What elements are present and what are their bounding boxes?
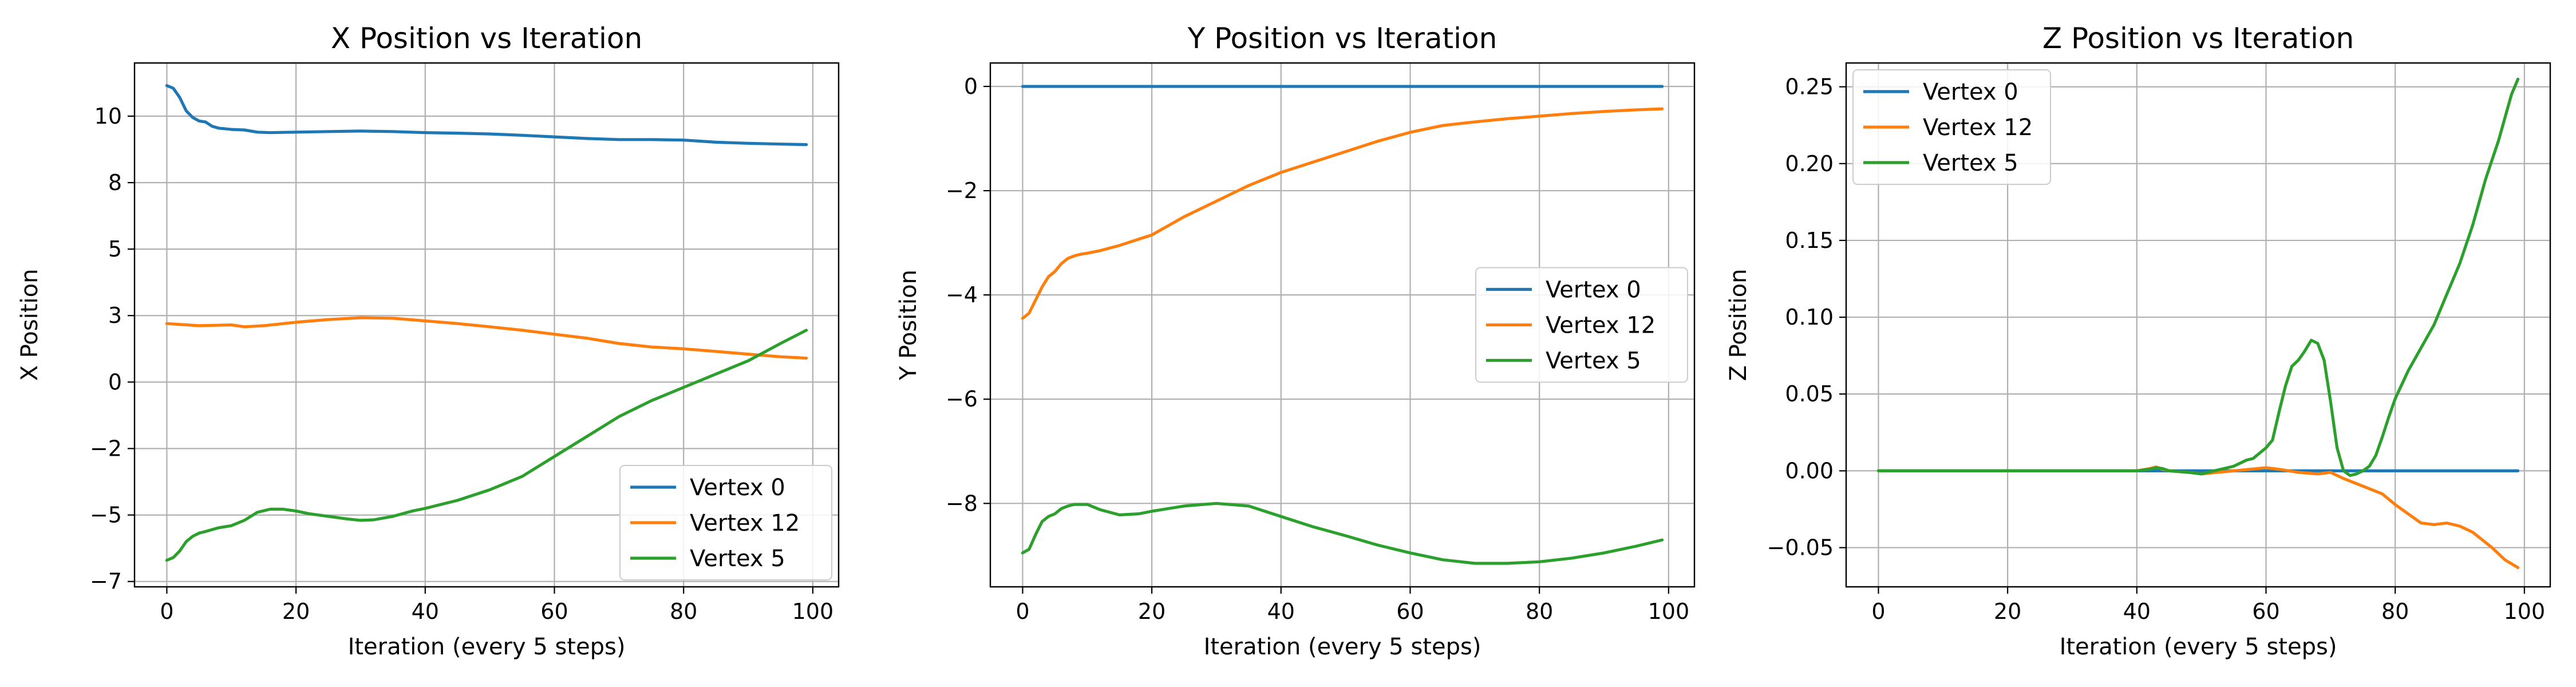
y-tick-label: 0 — [108, 369, 122, 394]
y-tick-label: 0.00 — [1785, 458, 1834, 483]
legend: Vertex 0 Vertex 12 Vertex 5 — [1475, 267, 1688, 383]
y-tick-label: −7 — [90, 569, 122, 594]
y-tick-label: −8 — [946, 491, 978, 516]
x-tick-label: 20 — [1138, 599, 1165, 624]
x-tick-label: 100 — [1648, 599, 1690, 624]
axes-frame — [133, 62, 840, 588]
x-axis-label: Iteration (every 5 steps) — [2060, 634, 2337, 660]
legend-box — [1852, 69, 2051, 185]
y-axis-label: X Position — [17, 269, 43, 381]
y-tick-label: 3 — [108, 303, 122, 328]
y-axis-label: Z Position — [1725, 269, 1752, 381]
x-tick-label: 60 — [2252, 599, 2279, 624]
y-tick-label: 0.05 — [1785, 381, 1834, 406]
subplot-1: 0 20 40 60 80 100 −8 −6 −4 −2 0 Y Position vs Itera… — [895, 22, 1696, 660]
x-tick-label: 40 — [2123, 599, 2151, 624]
y-tick-label: 10 — [94, 104, 122, 129]
y-tick-label: −2 — [946, 178, 978, 203]
legend-label: Vertex 12 — [690, 510, 800, 536]
y-tick-label: −0.05 — [1767, 535, 1834, 560]
y-tick-label: 5 — [108, 236, 122, 262]
x-tick-label: 20 — [282, 599, 310, 624]
x-tick-label: 60 — [540, 599, 568, 624]
legend-box — [619, 465, 832, 581]
series-line-vertex-0 — [165, 84, 808, 147]
axes-frame — [1845, 62, 2551, 588]
y-tick-label: 0.10 — [1785, 305, 1834, 330]
chart-title: Z Position vs Iteration — [2042, 22, 2354, 55]
x-tick-label: 20 — [1994, 599, 2021, 624]
subplot-0: 0 20 40 60 80 100 −7 −5 −2 0 3 5 8 10 X Position vs It… — [17, 22, 840, 660]
legend-label: Vertex 12 — [1923, 114, 2033, 141]
series-line-vertex-12 — [1021, 107, 1664, 320]
y-tick-label: 0.20 — [1785, 151, 1834, 176]
series-line-vertex-5 — [1021, 502, 1664, 565]
series-line-vertex-5 — [1876, 77, 2520, 477]
legend: Vertex 0 Vertex 12 Vertex 5 — [619, 465, 832, 581]
x-tick-label: 80 — [2381, 599, 2409, 624]
x-tick-label: 100 — [792, 599, 834, 624]
x-tick-label: 80 — [1526, 599, 1553, 624]
y-axis-label: Y Position — [895, 270, 922, 381]
x-tick-label: 40 — [1267, 599, 1295, 624]
y-tick-label: −5 — [90, 503, 122, 528]
x-tick-label: 0 — [1016, 599, 1029, 624]
x-tick-label: 100 — [2504, 599, 2546, 624]
x-tick-label: 80 — [670, 599, 697, 624]
legend-label: Vertex 12 — [1546, 313, 1656, 339]
y-tick-label: 0.25 — [1785, 74, 1834, 100]
legend: Vertex 0 Vertex 12 Vertex 5 — [1852, 69, 2051, 185]
series-line-vertex-12 — [165, 316, 808, 360]
y-tick-label: 8 — [108, 170, 122, 195]
legend-label: Vertex 0 — [1546, 277, 1641, 303]
axes-frame — [989, 62, 1696, 588]
x-tick-label: 60 — [1396, 599, 1424, 624]
y-tick-label: −4 — [946, 282, 978, 307]
legend-label: Vertex 5 — [690, 546, 785, 572]
x-tick-label: 0 — [160, 599, 173, 624]
x-tick-label: 40 — [412, 599, 439, 624]
subplot-2: 0 20 40 60 80 100 −0.05 0.00 0.05 0.10 0.15 0.20 0.2… — [1725, 22, 2551, 660]
legend-label: Vertex 5 — [1546, 348, 1641, 374]
y-tick-label: −2 — [90, 436, 122, 461]
y-tick-label: 0.15 — [1785, 228, 1834, 253]
x-tick-label: 0 — [1871, 599, 1885, 624]
series-line-vertex-5 — [165, 329, 808, 562]
legend-label: Vertex 5 — [1923, 150, 2018, 176]
chart-title: X Position vs Iteration — [331, 22, 642, 55]
legend-label: Vertex 0 — [1923, 79, 2018, 105]
legend-box — [1475, 267, 1688, 383]
chart-title: Y Position vs Iteration — [1187, 22, 1498, 55]
y-tick-label: 0 — [964, 74, 978, 99]
x-axis-label: Iteration (every 5 steps) — [1204, 634, 1481, 660]
legend-label: Vertex 0 — [690, 475, 785, 501]
x-axis-label: Iteration (every 5 steps) — [348, 634, 626, 660]
y-tick-label: −6 — [946, 386, 978, 412]
